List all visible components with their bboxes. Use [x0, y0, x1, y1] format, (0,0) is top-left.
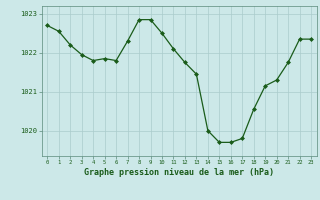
X-axis label: Graphe pression niveau de la mer (hPa): Graphe pression niveau de la mer (hPa) [84, 168, 274, 177]
